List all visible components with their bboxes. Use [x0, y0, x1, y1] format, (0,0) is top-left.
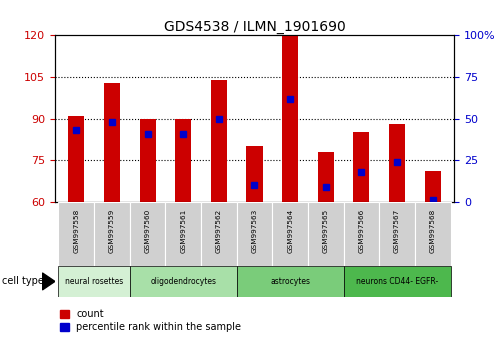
- Bar: [272, 202, 308, 266]
- Bar: [58, 202, 94, 266]
- Bar: [104, 82, 120, 202]
- Text: GSM997565: GSM997565: [323, 208, 329, 253]
- Bar: [175, 119, 191, 202]
- Text: neurons CD44- EGFR-: neurons CD44- EGFR-: [356, 277, 438, 286]
- Text: astrocytes: astrocytes: [270, 277, 310, 286]
- Text: GSM997563: GSM997563: [251, 208, 257, 253]
- Bar: [282, 35, 298, 202]
- Bar: [415, 202, 451, 266]
- Text: GSM997562: GSM997562: [216, 208, 222, 253]
- Bar: [165, 202, 201, 266]
- Legend: count, percentile rank within the sample: count, percentile rank within the sample: [60, 309, 242, 332]
- Bar: [353, 132, 369, 202]
- Bar: [425, 171, 441, 202]
- Text: oligodendrocytes: oligodendrocytes: [150, 277, 216, 286]
- Bar: [389, 124, 405, 202]
- Bar: [308, 202, 344, 266]
- Polygon shape: [42, 273, 55, 290]
- Text: GSM997566: GSM997566: [358, 208, 364, 253]
- Bar: [94, 202, 130, 266]
- Bar: [130, 266, 237, 297]
- Text: GSM997567: GSM997567: [394, 208, 400, 253]
- Text: GSM997558: GSM997558: [73, 208, 79, 253]
- Bar: [140, 119, 156, 202]
- Bar: [344, 202, 379, 266]
- Bar: [211, 80, 227, 202]
- Text: GSM997560: GSM997560: [145, 208, 151, 253]
- Title: GDS4538 / ILMN_1901690: GDS4538 / ILMN_1901690: [164, 21, 345, 34]
- Bar: [68, 116, 84, 202]
- Text: cell type: cell type: [2, 276, 44, 286]
- Bar: [201, 202, 237, 266]
- Text: GSM997564: GSM997564: [287, 208, 293, 253]
- Bar: [247, 146, 262, 202]
- Bar: [318, 152, 334, 202]
- Text: GSM997559: GSM997559: [109, 208, 115, 253]
- Bar: [344, 266, 451, 297]
- Bar: [237, 202, 272, 266]
- Bar: [237, 266, 344, 297]
- Bar: [379, 202, 415, 266]
- Bar: [58, 266, 130, 297]
- Bar: [130, 202, 165, 266]
- Text: neural rosettes: neural rosettes: [65, 277, 123, 286]
- Text: GSM997568: GSM997568: [430, 208, 436, 253]
- Text: GSM997561: GSM997561: [180, 208, 186, 253]
